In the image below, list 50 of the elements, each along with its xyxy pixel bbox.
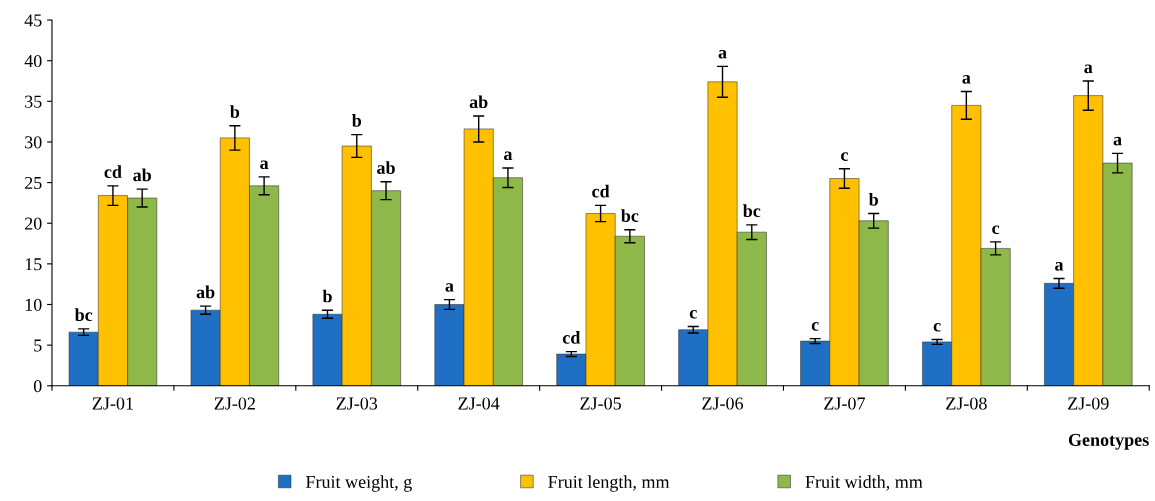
y-tick-label: 0 [33, 380, 42, 393]
annotation: ab [196, 285, 215, 299]
x-tick-label: ZJ-09 [1068, 397, 1109, 410]
y-tick-label: 5 [34, 339, 42, 352]
annotation: a [962, 75, 971, 84]
annotation: c [992, 225, 1000, 235]
annotation: cd [592, 184, 610, 198]
annotation: bc [621, 209, 639, 222]
y-tick-label: 40 [24, 54, 42, 68]
annotation: cd [562, 331, 581, 344]
x-tick-label: ZJ-02 [214, 397, 255, 410]
annotation: b [351, 114, 362, 127]
annotation: b [230, 105, 240, 118]
annotation: b [322, 289, 332, 303]
y-tick-label: 20 [24, 217, 42, 230]
x-tick-label: ZJ-05 [580, 397, 621, 410]
annotation: a [1055, 262, 1064, 271]
annotation: cd [104, 165, 122, 178]
y-tick-label: 25 [24, 176, 42, 190]
annotation: ab [133, 168, 151, 182]
x-tick-label: ZJ-03 [336, 397, 378, 410]
x-tick-label: ZJ-06 [702, 397, 744, 410]
annotation: bc [74, 308, 93, 322]
annotation: a [1113, 136, 1122, 146]
x-tick-label: ZJ-08 [946, 397, 987, 410]
y-tick-label: 15 [25, 258, 42, 271]
annotation: c [689, 309, 697, 319]
annotation: a [1084, 64, 1093, 74]
x-tick-label: ZJ-01 [92, 397, 133, 410]
annotation: c [811, 322, 819, 331]
annotation: bc [742, 204, 761, 218]
annotation: b [868, 192, 878, 206]
x-axis-title: Genotypes [1068, 433, 1149, 450]
annotation: a [445, 283, 454, 292]
annotation: c [933, 322, 941, 332]
annotation: ab [469, 95, 488, 109]
annotation: ab [377, 161, 395, 174]
annotation: a [718, 49, 727, 59]
annotation: a [260, 160, 269, 170]
annotation: c [841, 152, 848, 161]
y-tick-label: 35 [25, 95, 42, 108]
annotation: a [504, 151, 513, 161]
y-tick-label: 10 [25, 298, 42, 311]
x-tick-label: ZJ-04 [458, 397, 500, 410]
y-tick-label: 45 [24, 14, 42, 27]
x-tick-label: ZJ-07 [824, 397, 865, 410]
legend-label: Fruit length, mm [548, 475, 670, 492]
legend-label: Fruit width, mm [805, 475, 923, 491]
y-tick-label: 30 [25, 136, 42, 149]
legend-label: Fruit weight, g [305, 475, 412, 492]
